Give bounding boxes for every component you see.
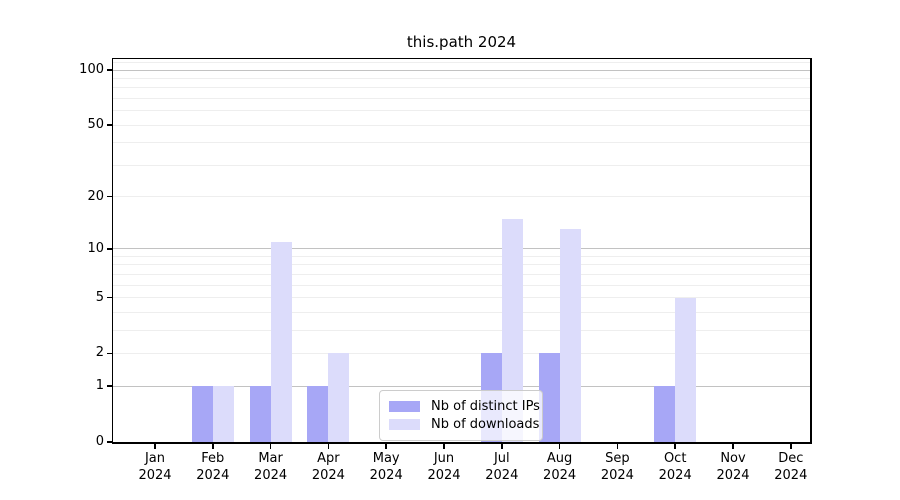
y-tickmark	[106, 69, 112, 71]
bar-distinct-ips	[249, 386, 271, 442]
bar-downloads	[559, 229, 581, 442]
x-tick-label: Jan 2024	[138, 451, 172, 483]
bar-downloads	[270, 241, 292, 442]
gridline-minor	[113, 329, 810, 331]
x-tickmark	[616, 443, 619, 449]
x-tickmark	[212, 443, 214, 449]
gridline-minor	[113, 164, 810, 166]
x-tickmark	[269, 443, 272, 449]
bar-downloads	[501, 218, 523, 442]
x-tick-label: Oct 2024	[658, 451, 692, 483]
x-tick-label: May 2024	[369, 451, 403, 483]
gridline-minor	[113, 98, 810, 100]
spine-left	[111, 57, 113, 444]
gridline-minor	[113, 142, 810, 144]
spine-bottom	[111, 442, 812, 444]
legend: Nb of distinct IPs Nb of downloads	[379, 390, 543, 441]
x-tickmark	[154, 443, 156, 449]
bar-downloads	[328, 353, 350, 442]
gridline-minor	[113, 78, 810, 80]
plot-area: Nb of distinct IPs Nb of downloads	[113, 59, 810, 442]
gridline-major	[113, 385, 810, 387]
x-tickmark	[327, 443, 330, 449]
gridline-minor	[113, 284, 810, 286]
bar-downloads	[212, 386, 234, 442]
x-tickmark	[558, 443, 561, 449]
x-tick-label: Dec 2024	[774, 451, 808, 483]
y-tick-label: 1	[95, 378, 104, 394]
gridline-minor	[113, 311, 810, 313]
chart-title: this.path 2024	[406, 33, 517, 51]
x-tickmark	[790, 443, 792, 449]
y-tick-label: 0	[95, 434, 104, 449]
legend-label-distinct-ips: Nb of distinct IPs	[431, 399, 540, 414]
gridline-minor	[113, 62, 810, 64]
x-tick-label: Jun 2024	[427, 451, 461, 483]
y-tick-label: 2	[95, 345, 104, 361]
y-tick-label: 10	[87, 240, 104, 256]
y-tickmark	[106, 195, 112, 198]
x-tick-label: Feb 2024	[196, 451, 230, 483]
x-tick-label: Jul 2024	[485, 451, 519, 483]
x-tickmark	[501, 443, 503, 449]
y-tickmark	[106, 248, 112, 250]
y-tickmark	[106, 385, 112, 387]
y-tickmark	[106, 124, 112, 126]
y-tick-label: 5	[95, 289, 104, 305]
x-tickmark	[674, 443, 676, 449]
x-tick-label: Nov 2024	[716, 451, 750, 483]
y-tick-label: 100	[79, 62, 104, 78]
legend-label-downloads: Nb of downloads	[431, 417, 540, 432]
x-tick-label: Aug 2024	[543, 451, 577, 483]
gridline-major	[113, 248, 810, 250]
spine-right	[810, 57, 812, 444]
spine-top	[111, 57, 812, 59]
legend-item-downloads: Nb of downloads	[389, 416, 539, 433]
x-tick-label: Apr 2024	[311, 451, 345, 483]
gridline-minor	[113, 352, 810, 354]
gridline-minor	[113, 110, 810, 112]
gridline-minor	[113, 273, 810, 275]
gridline-minor	[113, 87, 810, 89]
gridline-minor	[113, 255, 810, 257]
gridline-major	[113, 69, 810, 71]
bar-distinct-ips	[538, 353, 560, 442]
bar-downloads	[675, 297, 697, 442]
legend-item-distinct-ips: Nb of distinct IPs	[389, 398, 540, 415]
x-tickmark	[385, 443, 387, 449]
y-tickmark	[106, 296, 112, 299]
x-tick-label: Mar 2024	[254, 451, 288, 483]
gridline-minor	[113, 264, 810, 266]
y-tickmark	[106, 441, 112, 443]
legend-swatch-downloads	[389, 419, 420, 430]
y-tickmark	[106, 352, 112, 355]
gridline-minor	[113, 124, 810, 126]
gridline-minor	[113, 297, 810, 299]
legend-swatch-distinct-ips	[389, 401, 420, 412]
plot-content	[113, 59, 810, 442]
x-tickmark	[732, 443, 734, 449]
y-tick-label: 50	[87, 117, 104, 133]
x-tick-label: Sep 2024	[600, 451, 634, 483]
y-tick-label: 20	[87, 188, 104, 204]
gridline-minor	[113, 196, 810, 198]
bar-distinct-ips	[191, 386, 213, 442]
bar-distinct-ips	[307, 386, 329, 442]
bar-distinct-ips	[654, 386, 676, 442]
x-tickmark	[443, 443, 445, 449]
